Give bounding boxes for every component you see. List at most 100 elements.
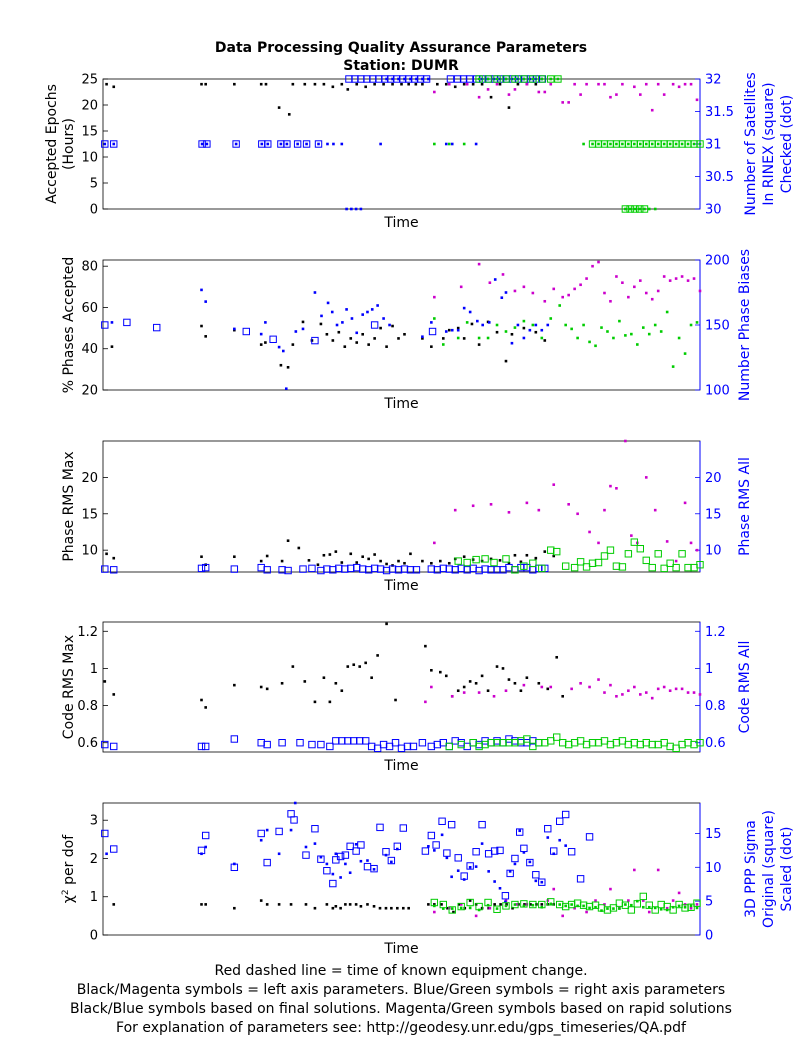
data-point-dot	[585, 82, 588, 86]
data-point-square	[454, 854, 462, 862]
data-point-dot	[674, 142, 678, 146]
data-point-square	[409, 742, 418, 751]
data-point-square	[465, 75, 474, 83]
data-point-square	[618, 563, 627, 571]
data-point-dot	[546, 687, 550, 691]
data-point-square	[101, 321, 109, 329]
data-point-dot	[692, 142, 696, 146]
data-point-dot	[567, 101, 570, 104]
data-point-dot	[456, 689, 460, 693]
data-point-dot	[468, 906, 472, 910]
data-point-dot	[340, 689, 344, 693]
data-point-dot	[331, 339, 335, 342]
data-point-dot	[294, 330, 298, 333]
data-point-dot	[112, 85, 116, 89]
data-point-dot	[462, 306, 466, 310]
left-tick-label: 0	[90, 203, 98, 218]
data-point-square	[529, 742, 537, 751]
data-point-dot	[656, 82, 660, 86]
data-point-dot	[588, 906, 591, 910]
data-point-dot	[561, 295, 564, 299]
data-point-dot	[349, 337, 353, 340]
right-axis-label: 3D PPP Sigma	[743, 820, 759, 918]
data-point-square	[447, 820, 456, 829]
data-point-dot	[335, 323, 339, 327]
data-point-dot	[204, 335, 207, 338]
data-point-dot	[543, 550, 547, 553]
data-point-dot	[516, 323, 520, 327]
data-point-dot	[390, 860, 393, 864]
data-point-dot	[205, 142, 209, 146]
data-point-square	[101, 565, 109, 573]
data-point-square	[278, 739, 286, 747]
data-point-dot	[633, 85, 636, 89]
data-point-dot	[474, 681, 478, 685]
data-point-dot	[633, 207, 637, 211]
data-point-dot	[487, 321, 491, 324]
data-point-square	[567, 848, 576, 856]
data-point-square	[302, 851, 310, 859]
data-point-dot	[313, 291, 317, 294]
data-point-dot	[570, 903, 573, 906]
data-point-dot	[662, 275, 666, 278]
data-point-dot	[552, 852, 556, 856]
right-tick-label: 0.8	[705, 699, 726, 714]
data-point-dot	[105, 82, 108, 86]
data-point-dot	[348, 903, 352, 906]
data-point-dot	[391, 77, 394, 81]
data-point-square	[314, 140, 323, 148]
data-point-dot	[259, 838, 263, 842]
data-point-dot	[433, 903, 436, 906]
data-point-square	[263, 740, 271, 749]
data-point-dot	[677, 891, 681, 895]
data-point-dot	[618, 319, 621, 323]
data-point-dot	[265, 828, 269, 832]
data-point-dot	[468, 899, 472, 902]
data-point-dot	[621, 281, 624, 284]
data-point-dot	[397, 559, 400, 563]
data-point-dot	[372, 905, 376, 908]
data-point-dot	[433, 90, 436, 94]
data-point-dot	[456, 869, 460, 872]
data-point-square	[302, 140, 311, 148]
data-point-dot	[522, 77, 526, 81]
data-point-dot	[650, 142, 654, 146]
data-point-dot	[332, 142, 335, 146]
data-point-dot	[440, 833, 444, 837]
data-point-dot	[446, 906, 449, 910]
data-point-square	[370, 864, 378, 873]
data-point-dot	[285, 142, 289, 146]
data-point-dot	[280, 681, 284, 685]
data-point-dot	[643, 207, 646, 211]
data-point-dot	[683, 352, 687, 355]
data-point-dot	[277, 345, 281, 349]
data-point-dot	[462, 337, 466, 340]
data-point-dot	[112, 693, 116, 696]
data-point-dot	[444, 82, 448, 86]
data-point-dot	[200, 288, 203, 292]
data-point-dot	[534, 82, 538, 86]
data-point-dot	[647, 905, 651, 909]
data-point-dot	[344, 862, 347, 866]
data-point-dot	[456, 328, 460, 332]
left-tick-label: 0.8	[77, 699, 98, 714]
data-point-dot	[379, 326, 382, 330]
data-point-dot	[110, 321, 114, 324]
data-point-square	[621, 205, 630, 213]
data-point-square	[693, 899, 701, 907]
data-point-dot	[391, 82, 394, 86]
data-point-dot	[650, 108, 654, 112]
data-point-dot	[444, 142, 448, 146]
data-point-dot	[452, 910, 455, 914]
data-point-square	[544, 825, 552, 833]
data-point-dot	[624, 439, 627, 443]
left-axis-label: (Hours)	[61, 118, 77, 170]
data-point-dot	[313, 906, 317, 910]
data-point-dot	[528, 328, 532, 332]
data-point-dot	[459, 285, 463, 289]
data-point-square	[475, 75, 483, 83]
data-point-dot	[689, 82, 693, 86]
data-point-dot	[307, 559, 311, 562]
data-point-square	[311, 825, 319, 833]
data-point-dot	[495, 907, 499, 910]
